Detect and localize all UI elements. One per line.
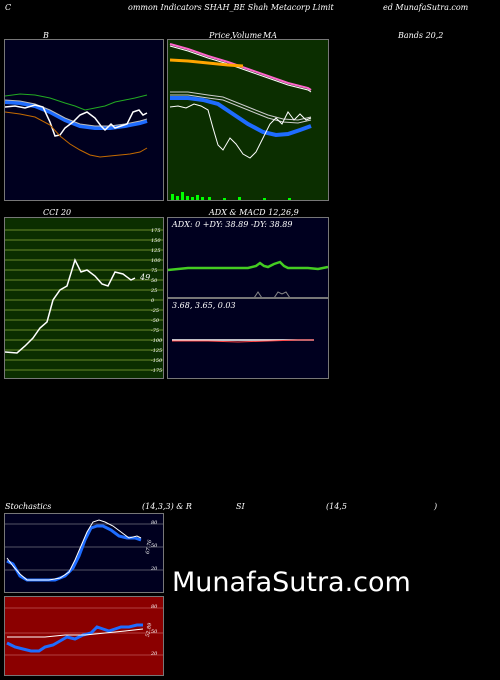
bollinger-panel — [4, 39, 164, 201]
stoch-gridlines — [5, 523, 163, 571]
stoch-tick: 50 — [151, 543, 158, 549]
cci-tick: -125 — [151, 348, 163, 354]
price-ma-panel — [167, 39, 329, 201]
price-ma-chart — [169, 43, 312, 200]
cci-gridlines — [5, 229, 163, 371]
rsi-tick: 80 — [151, 604, 158, 610]
cci-tick: 100 — [151, 258, 161, 264]
cci-tick: 175 — [151, 228, 161, 234]
rsi-gridlines — [5, 607, 163, 656]
bands-title: Bands 20,2 — [398, 31, 444, 40]
rsi-params-close: ) — [434, 502, 438, 511]
cci-tick: -150 — [151, 358, 163, 364]
header-left: C — [5, 3, 12, 12]
macd-signal-line — [172, 339, 314, 343]
stochastics-chart — [5, 519, 163, 582]
adx-chart — [168, 260, 328, 297]
cci-panel: 49 175 150 125 100 75 50 25 0 -25 -50 -7… — [4, 217, 164, 379]
ma-title: MA — [263, 31, 277, 40]
cci-tick: 150 — [151, 238, 161, 244]
rsi-title: SI — [236, 502, 245, 511]
stoch-title: Stochastics — [5, 502, 52, 511]
header-source: ed MunafaSutra.com — [383, 3, 469, 12]
bollinger-chart — [5, 93, 148, 158]
cci-current-value: 49 — [140, 273, 151, 282]
adx-panel: ADX: 0 +DY: 38.89 -DY: 38.89 — [167, 217, 329, 298]
cci-tick: -25 — [151, 308, 160, 314]
cci-tick: 125 — [151, 248, 161, 254]
rsi-tick: 20 — [151, 651, 158, 657]
cci-title: CCI 20 — [43, 208, 72, 217]
cci-tick: -175 — [151, 368, 163, 374]
cci-tick: -100 — [151, 338, 163, 344]
stoch-tick: 20 — [151, 566, 158, 572]
bollinger-title: B — [43, 31, 49, 40]
rsi-tick: 50 — [151, 629, 158, 635]
rsi-chart — [5, 607, 163, 656]
cci-tick: 25 — [151, 288, 158, 294]
cci-tick: 50 — [151, 278, 158, 284]
volume-title: Volume — [232, 31, 262, 40]
macd-label: 3.68, 3.65, 0.03 — [172, 301, 236, 310]
stoch-params: (14,3,3) & R — [142, 502, 192, 511]
cci-tick: -50 — [151, 318, 160, 324]
cci-chart — [5, 229, 163, 371]
rsi-params: (14,5 — [326, 502, 347, 511]
stoch-tick: 80 — [151, 520, 158, 526]
cci-tick: 0 — [151, 298, 155, 304]
watermark: MunafaSutra.com — [172, 567, 411, 598]
adx-macd-title: ADX & MACD 12,26,9 — [209, 208, 299, 217]
stochastics-panel: 80 50 20 67.76 — [4, 513, 164, 593]
volume-bars — [171, 192, 291, 200]
rsi-panel: 80 50 20 52.89 — [4, 596, 164, 676]
macd-panel: 3.68, 3.65, 0.03 — [167, 298, 329, 379]
header-title: ommon Indicators SHAH_BE Shah Metacorp L… — [128, 3, 334, 12]
cci-tick: 75 — [151, 268, 158, 274]
price-title: Price, — [209, 31, 233, 40]
cci-tick: -75 — [151, 328, 160, 334]
macd-chart — [172, 339, 314, 343]
adx-label: ADX: 0 +DY: 38.89 -DY: 38.89 — [172, 220, 293, 229]
